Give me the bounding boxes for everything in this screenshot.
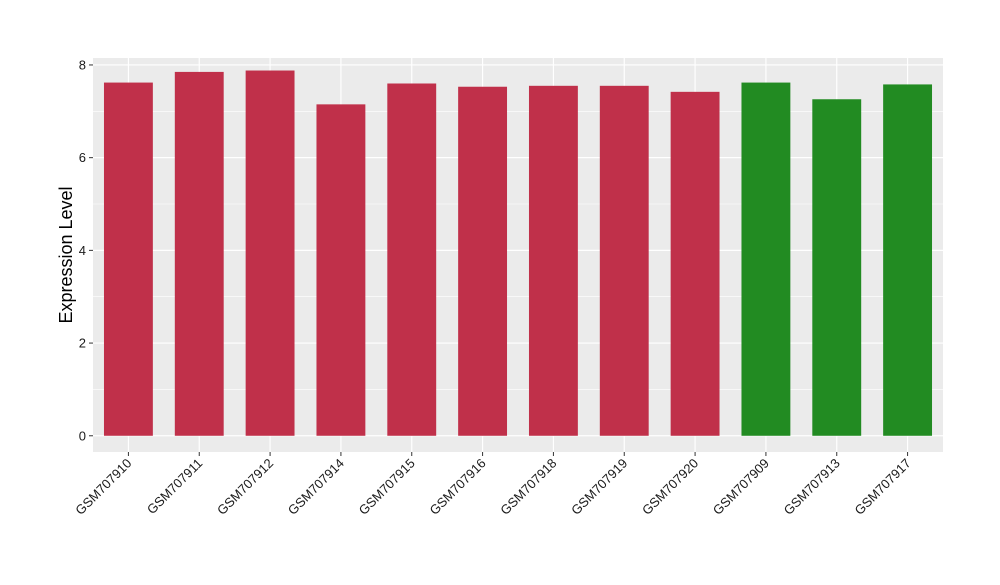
x-axis: GSM707910 GSM707911 GSM707912 GSM707914 GSM7… [72, 452, 914, 518]
plot-panel [93, 58, 943, 452]
x-tick-label: GSM707910 [72, 456, 134, 518]
bars [103, 70, 933, 436]
bar-GSM707916 [458, 86, 508, 436]
bar-GSM707917 [883, 84, 933, 436]
x-tick-label: GSM707912 [214, 456, 276, 518]
bar-GSM707910 [103, 82, 153, 436]
bar-GSM707919 [599, 85, 649, 436]
y-tick-label: 2 [79, 336, 86, 351]
bar-GSM707909 [741, 82, 791, 436]
bar-GSM707915 [387, 83, 437, 436]
x-tick-label: GSM707915 [356, 456, 418, 518]
bar-GSM707918 [528, 85, 578, 436]
y-tick-label: 6 [79, 150, 86, 165]
x-tick-label: GSM707919 [568, 456, 630, 518]
y-axis-title: Expression Level [56, 186, 76, 323]
x-tick-label: GSM707920 [639, 456, 701, 518]
bar-GSM707911 [174, 71, 224, 436]
x-tick-label: GSM707909 [710, 456, 772, 518]
bar-GSM707912 [245, 70, 295, 436]
bar-GSM707914 [316, 104, 366, 436]
x-tick-label: GSM707913 [781, 456, 843, 518]
x-tick-label: GSM707914 [285, 456, 347, 518]
x-tick-label: GSM707916 [426, 456, 488, 518]
y-tick-label: 8 [79, 57, 86, 72]
y-axis: 0 2 4 6 8 [79, 57, 93, 443]
x-tick-label: GSM707917 [851, 456, 913, 518]
x-tick-label: GSM707911 [144, 456, 206, 518]
y-tick-label: 0 [79, 428, 86, 443]
x-tick-label: GSM707918 [497, 456, 559, 518]
y-tick-label: 4 [79, 243, 86, 258]
bar-GSM707913 [812, 99, 862, 436]
bar-GSM707920 [670, 91, 720, 436]
